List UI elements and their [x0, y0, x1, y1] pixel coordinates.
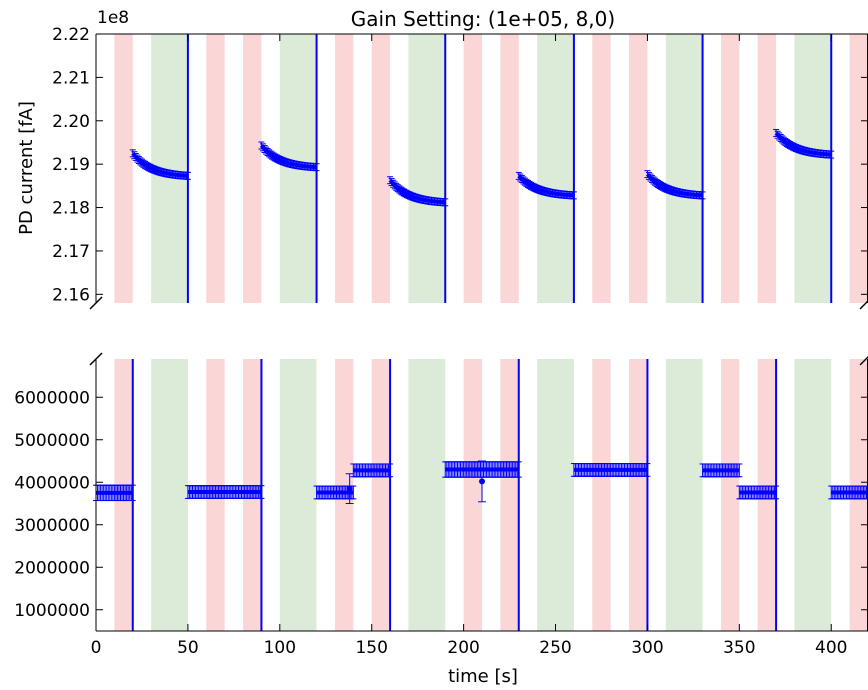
y-tick-label: 2.20	[52, 112, 90, 132]
red-band	[592, 359, 611, 631]
axis-break-marks	[89, 296, 868, 366]
green-band	[279, 359, 317, 631]
y-tick-label: 6000000	[14, 388, 90, 408]
data-segment	[517, 174, 575, 198]
red-band	[500, 34, 519, 303]
green-band	[665, 359, 703, 631]
axis-break-mark	[89, 352, 103, 366]
red-band	[629, 34, 648, 303]
y-tick-label: 2.16	[52, 285, 90, 305]
x-tick-label: 50	[177, 638, 199, 658]
data-segment	[131, 152, 189, 178]
x-tick-label: 350	[723, 638, 755, 658]
data-point	[346, 485, 353, 492]
axis-break-mark	[859, 299, 868, 310]
green-band	[665, 34, 703, 303]
red-band	[371, 359, 391, 631]
red-band	[720, 359, 740, 631]
green-band	[537, 359, 574, 631]
red-band	[463, 359, 482, 631]
red-band	[500, 359, 519, 631]
axis-break-mark	[89, 296, 103, 310]
green-band	[537, 34, 574, 303]
x-tick-label: 100	[264, 638, 296, 658]
y-tick-label: 3000000	[14, 516, 90, 536]
data-segment	[388, 178, 446, 205]
y-tick-label: 2.21	[52, 68, 90, 88]
y-tick-label: 2.18	[52, 199, 90, 219]
y-tick-label: 1000000	[14, 601, 90, 621]
x-tick-label: 150	[355, 638, 387, 658]
chart-title: Gain Setting: (1e+05, 8,0)	[351, 7, 615, 31]
y-tick-label: 2.17	[52, 242, 90, 262]
red-band	[849, 34, 868, 303]
data-segment	[645, 172, 703, 198]
red-band	[114, 34, 133, 303]
y-tick-label: 5000000	[14, 431, 90, 451]
y-tick-label: 2.22	[52, 25, 90, 45]
x-tick-label: 200	[447, 638, 479, 658]
axis-break-mark	[859, 355, 868, 366]
bottom-panel: 1000000 2000000 3000000 4000000 5000000 60000…	[14, 359, 868, 658]
top-offset-text: 1e8	[97, 8, 129, 28]
data-point	[479, 478, 485, 485]
y-tick-label: 2000000	[14, 558, 90, 578]
green-band	[794, 34, 832, 303]
green-band	[408, 359, 446, 631]
y-tick-label: 4000000	[14, 473, 90, 493]
x-tick-label: 250	[539, 638, 571, 658]
x-tick-label: 300	[631, 638, 663, 658]
top-panel: 2.16 2.17 2.18 2.19 2.20 2.21 2.22	[52, 25, 868, 305]
red-band	[243, 34, 262, 303]
red-band	[629, 359, 648, 631]
y-tick-label: 2.19	[52, 155, 90, 175]
data-segment	[774, 131, 832, 157]
red-band	[720, 34, 740, 303]
red-band	[206, 34, 225, 303]
x-tick-label: 0	[91, 638, 102, 658]
data-segment	[259, 144, 317, 170]
green-band	[794, 359, 832, 631]
green-band	[151, 359, 188, 631]
red-band	[463, 34, 482, 303]
x-axis-label: time [s]	[448, 666, 518, 687]
red-band	[371, 34, 391, 303]
red-band	[592, 34, 611, 303]
green-band	[408, 34, 446, 303]
red-band	[334, 34, 354, 303]
y-axis-label: PD current [fA]	[16, 101, 37, 235]
x-tick-label: 400	[815, 638, 847, 658]
red-band	[757, 34, 777, 303]
